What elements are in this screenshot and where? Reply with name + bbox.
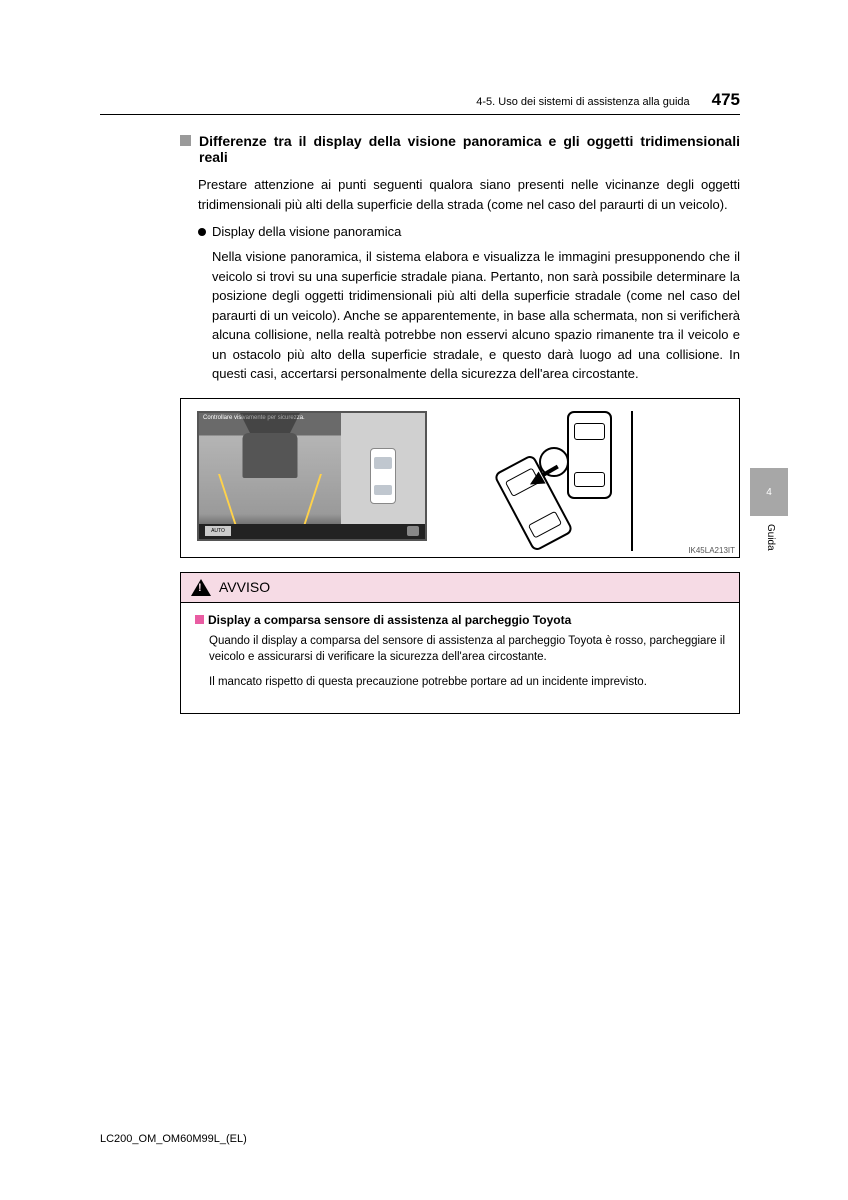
bullet-dot-icon [198, 228, 206, 236]
document-footer: LC200_OM_OM60M99L_(EL) [100, 1133, 247, 1145]
section-title: Differenze tra il display della visione … [180, 133, 740, 165]
warning-box: AVVISO Display a comparsa sensore di ass… [180, 572, 740, 714]
parked-car-icon [567, 411, 612, 499]
warning-subtitle: Display a comparsa sensore di assistenza… [195, 613, 725, 627]
pink-square-icon [195, 615, 204, 624]
warning-triangle-icon [191, 579, 211, 596]
obstacle-car-icon [243, 433, 298, 478]
page-header: 4-5. Uso dei sistemi di assistenza alla … [100, 90, 740, 115]
title-text: Differenze tra il display della visione … [199, 133, 740, 165]
warning-header: AVVISO [181, 573, 739, 603]
camera-mode-icon [407, 526, 419, 536]
guide-line-left-icon [218, 474, 238, 529]
body-paragraph: Nella visione panoramica, il sistema ela… [212, 247, 740, 384]
bullet-text: Display della visione panoramica [212, 224, 401, 239]
road-edge-line [631, 411, 633, 551]
bullet-item: Display della visione panoramica [198, 224, 740, 239]
chapter-tab: 4 [750, 468, 788, 516]
camera-view-topdown [341, 413, 425, 539]
warning-body: Display a comparsa sensore di assistenza… [181, 603, 739, 713]
warning-paragraph-1: Quando il display a comparsa del sensore… [209, 633, 725, 666]
top-car-icon [370, 448, 396, 504]
chapter-number: 4 [766, 487, 772, 498]
auto-button-label: AUTO [205, 526, 231, 536]
collision-scenario [467, 411, 667, 551]
square-marker-icon [180, 135, 191, 146]
page-number: 475 [712, 90, 740, 110]
warning-paragraph-2: Il mancato rispetto di questa precauzion… [209, 674, 725, 691]
section-path: 4-5. Uso dei sistemi di assistenza alla … [476, 96, 689, 108]
chapter-label: Guida [765, 524, 776, 551]
intro-paragraph: Prestare attenzione ai punti seguenti qu… [198, 175, 740, 214]
warning-label: AVVISO [219, 579, 270, 595]
camera-display-mock: Controllare visivamente per sicurezza. A… [197, 411, 427, 541]
warning-subtitle-text: Display a comparsa sensore di assistenza… [208, 613, 571, 627]
figure-code: IK45LA213IT [688, 546, 735, 555]
camera-bottom-bar: AUTO [199, 524, 425, 539]
guide-line-right-icon [303, 474, 323, 529]
camera-view-left: Controllare visivamente per sicurezza. [199, 413, 341, 539]
figure-illustration: Controllare visivamente per sicurezza. A… [180, 398, 740, 558]
